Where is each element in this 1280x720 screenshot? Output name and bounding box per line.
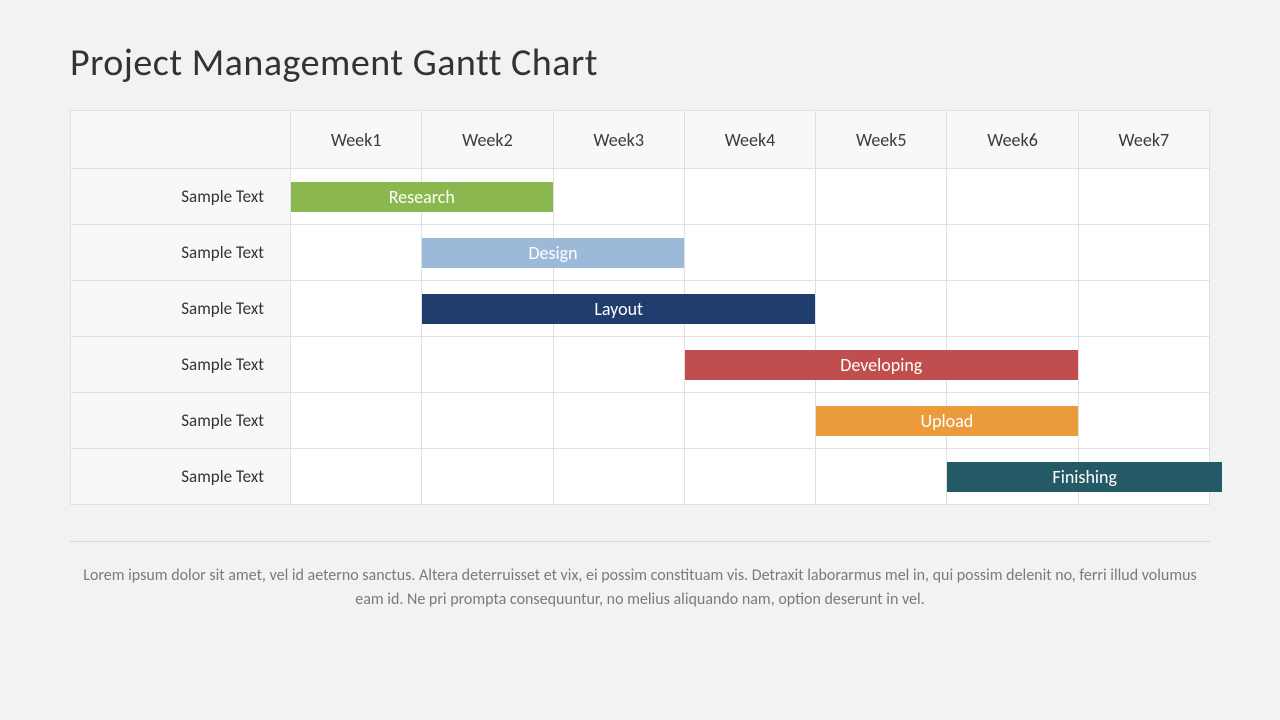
row-label: Sample Text [71, 449, 291, 505]
gantt-cell [1078, 281, 1209, 337]
gantt-cell [553, 337, 684, 393]
gantt-header-row: Week1 Week2 Week3 Week4 Week5 Week6 Week… [71, 111, 1210, 169]
gantt-cell [291, 281, 422, 337]
gantt-bar-design: Design [422, 238, 684, 268]
footer-text: Lorem ipsum dolor sit amet, vel id aeter… [70, 542, 1210, 612]
gantt-cell [291, 393, 422, 449]
gantt-cell: Finishing [947, 449, 1078, 505]
gantt-cell [947, 169, 1078, 225]
row-label: Sample Text [71, 169, 291, 225]
gantt-cell [422, 393, 553, 449]
gantt-cell [684, 225, 815, 281]
header-week6: Week6 [947, 111, 1078, 169]
header-week2: Week2 [422, 111, 553, 169]
gantt-cell [947, 281, 1078, 337]
table-row: Sample Text Developing [71, 337, 1210, 393]
gantt-cell [1078, 337, 1209, 393]
gantt-bar-developing: Developing [685, 350, 1078, 380]
row-label: Sample Text [71, 281, 291, 337]
gantt-cell: Upload [816, 393, 947, 449]
gantt-cell [684, 393, 815, 449]
row-label: Sample Text [71, 225, 291, 281]
row-label: Sample Text [71, 337, 291, 393]
gantt-bar-research: Research [291, 182, 553, 212]
slide-container: Project Management Gantt Chart Week1 Wee… [0, 0, 1280, 720]
table-row: Sample Text Finishing [71, 449, 1210, 505]
gantt-cell [684, 169, 815, 225]
gantt-cell [816, 169, 947, 225]
header-week4: Week4 [684, 111, 815, 169]
header-week1: Week1 [291, 111, 422, 169]
gantt-cell [1078, 225, 1209, 281]
gantt-cell [553, 449, 684, 505]
header-week5: Week5 [816, 111, 947, 169]
header-week7: Week7 [1078, 111, 1209, 169]
gantt-cell [947, 225, 1078, 281]
table-row: Sample Text Upload [71, 393, 1210, 449]
gantt-cell: Design [422, 225, 553, 281]
gantt-cell [291, 225, 422, 281]
gantt-bar-finishing: Finishing [947, 462, 1222, 492]
table-row: Sample TextResearch [71, 169, 1210, 225]
gantt-cell [422, 449, 553, 505]
gantt-cell [816, 449, 947, 505]
gantt-cell [422, 337, 553, 393]
gantt-bar-layout: Layout [422, 294, 815, 324]
gantt-cell [553, 169, 684, 225]
row-label: Sample Text [71, 393, 291, 449]
gantt-cell: Developing [684, 337, 815, 393]
header-label-col [71, 111, 291, 169]
gantt-bar-upload: Upload [816, 406, 1078, 436]
gantt-table: Week1 Week2 Week3 Week4 Week5 Week6 Week… [70, 110, 1210, 505]
gantt-cell: Research [291, 169, 422, 225]
gantt-cell [291, 337, 422, 393]
gantt-cell [553, 393, 684, 449]
gantt-cell: Layout [422, 281, 553, 337]
header-week3: Week3 [553, 111, 684, 169]
gantt-cell [684, 449, 815, 505]
table-row: Sample Text Design [71, 225, 1210, 281]
page-title: Project Management Gantt Chart [70, 40, 1210, 86]
gantt-cell [291, 449, 422, 505]
gantt-cell [816, 225, 947, 281]
table-row: Sample Text Layout [71, 281, 1210, 337]
gantt-body: Sample TextResearchSample TextDesignSamp… [71, 169, 1210, 505]
gantt-cell [1078, 169, 1209, 225]
gantt-cell [1078, 393, 1209, 449]
gantt-cell [816, 281, 947, 337]
